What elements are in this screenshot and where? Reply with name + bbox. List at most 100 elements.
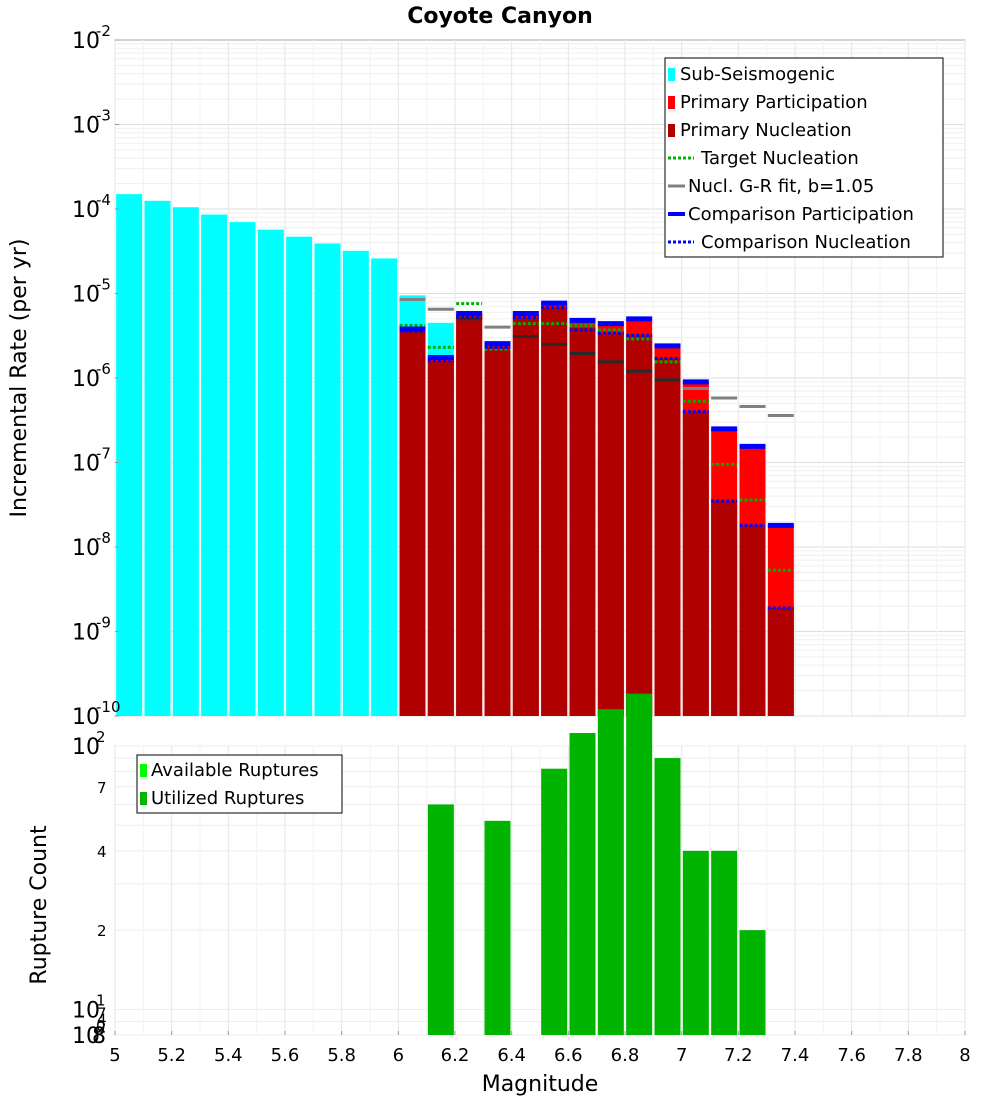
y-tick-label: 10 xyxy=(72,536,100,561)
utilized-ruptures-bar xyxy=(427,804,454,1035)
sub-seismogenic-bar xyxy=(229,222,256,716)
y-tick-exponent: 2 xyxy=(96,728,106,746)
legend-label: Sub-Seismogenic xyxy=(680,64,835,85)
y-tick-exponent: -7 xyxy=(96,445,111,463)
legend-label: Nucl. G-R fit, b=1.05 xyxy=(688,176,874,197)
y-tick-label: 10 xyxy=(72,29,100,54)
sub-seismogenic-bar xyxy=(116,194,143,716)
sub-seismogenic-bar xyxy=(257,229,284,716)
sub-seismogenic-bar xyxy=(342,250,369,716)
x-tick-label: 5.2 xyxy=(157,1045,186,1066)
sub-seismogenic-bar xyxy=(201,214,228,716)
y-tick-label: 10 xyxy=(72,283,100,308)
rate-panel: 10-210-310-410-510-610-710-810-910-10 In… xyxy=(7,22,966,730)
x-tick-label: 7 xyxy=(676,1045,687,1066)
y-tick-exponent: -4 xyxy=(96,191,111,209)
legend-swatch xyxy=(668,96,675,109)
x-tick-label: 6.6 xyxy=(554,1045,583,1066)
sub-seismogenic-bar xyxy=(314,243,341,716)
y-tick-exponent: -3 xyxy=(96,107,111,125)
x-tick-label: 6 xyxy=(393,1045,404,1066)
primary-nucleation-bar xyxy=(541,307,568,716)
primary-nucleation-bar xyxy=(484,347,511,716)
y-tick-label: 10 xyxy=(72,1024,100,1049)
bottom-legend: Available Ruptures Utilized Ruptures xyxy=(136,754,343,814)
primary-nucleation-bar xyxy=(682,411,709,716)
y-tick-exponent: 0 xyxy=(96,1017,106,1035)
primary-nucleation-bar xyxy=(399,330,426,716)
y-tick-label: 10 xyxy=(72,114,100,139)
x-tick-label: 5.8 xyxy=(327,1045,356,1066)
y-minor-label: 7 xyxy=(97,1005,107,1023)
y-tick-label: 10 xyxy=(72,705,100,730)
x-tick-label: 5 xyxy=(109,1045,120,1066)
y-minor-label: 8 xyxy=(92,1024,106,1049)
sub-seismogenic-bar xyxy=(371,258,398,716)
y-minor-label: 7 xyxy=(97,779,107,797)
utilized-ruptures-bar xyxy=(626,693,653,1035)
sub-seismogenic-bar xyxy=(286,236,313,716)
legend-swatch xyxy=(668,68,675,81)
y-tick-label: 10 xyxy=(72,735,100,760)
primary-nucleation-bar xyxy=(711,501,738,716)
legend-label: Comparison Nucleation xyxy=(701,232,911,253)
y-tick-exponent: -9 xyxy=(96,614,111,632)
x-tick-label: 7.4 xyxy=(781,1045,810,1066)
utilized-ruptures-bar xyxy=(569,733,596,1035)
y-tick-label: 10 xyxy=(72,621,100,646)
legend-swatch xyxy=(668,124,675,137)
y-minor-label: 4 xyxy=(97,843,107,861)
utilized-ruptures-bar xyxy=(541,768,568,1035)
legend-label: Utilized Ruptures xyxy=(151,788,304,809)
sub-seismogenic-bar xyxy=(172,207,199,716)
x-tick-label: 6.4 xyxy=(497,1045,526,1066)
y-tick-label: 10 xyxy=(72,452,100,477)
primary-nucleation-bar xyxy=(739,525,766,716)
top-legend: Sub-Seismogenic Primary Participation Prim… xyxy=(664,57,944,258)
y-minor-label: 2 xyxy=(97,1018,107,1036)
legend-swatch xyxy=(140,792,147,805)
y-tick-exponent: 1 xyxy=(96,991,106,1009)
primary-nucleation-bar xyxy=(427,360,454,716)
utilized-ruptures-bar xyxy=(597,709,624,1035)
y-minor-label: 2 xyxy=(97,922,107,940)
x-tick-label: 5.4 xyxy=(214,1045,243,1066)
x-tick-label: 7.8 xyxy=(894,1045,923,1066)
primary-nucleation-bar xyxy=(569,328,596,716)
utilized-ruptures-bar xyxy=(484,820,511,1035)
x-tick-label: 7.2 xyxy=(724,1045,753,1066)
y-tick-exponent: -2 xyxy=(96,22,111,40)
top-y-axis-title: Incremental Rate (per yr) xyxy=(7,239,32,518)
y-tick-exponent: -10 xyxy=(96,698,121,716)
y-minor-label: 4 xyxy=(97,1011,107,1029)
bottom-y-axis-title: Rupture Count xyxy=(27,825,52,985)
y-tick-exponent: -6 xyxy=(96,360,111,378)
x-tick-label: 8 xyxy=(959,1045,970,1066)
utilized-ruptures-bar xyxy=(654,758,681,1035)
x-tick-label: 6.2 xyxy=(441,1045,470,1066)
utilized-ruptures-bar xyxy=(682,850,709,1035)
legend-label: Comparison Participation xyxy=(688,204,914,225)
y-tick-label: 10 xyxy=(72,367,100,392)
utilized-ruptures-bar xyxy=(739,930,766,1035)
primary-nucleation-bar xyxy=(597,333,624,716)
utilized-ruptures-bar xyxy=(711,850,738,1035)
x-tick-label: 5.6 xyxy=(271,1045,300,1066)
primary-nucleation-bar xyxy=(512,317,539,716)
primary-nucleation-bar xyxy=(456,316,483,716)
x-tick-label: 6.8 xyxy=(611,1045,640,1066)
sub-seismogenic-bar xyxy=(144,200,171,717)
y-tick-exponent: -5 xyxy=(96,276,111,294)
chart-title: Coyote Canyon xyxy=(407,4,593,29)
x-axis-title: Magnitude xyxy=(482,1072,599,1097)
y-tick-exponent: -8 xyxy=(96,529,111,547)
primary-nucleation-bar xyxy=(767,607,794,716)
y-tick-label: 10 xyxy=(72,998,100,1023)
y-tick-label: 10 xyxy=(72,198,100,223)
legend-label: Available Ruptures xyxy=(151,760,319,781)
legend-label: Primary Nucleation xyxy=(680,120,852,141)
legend-label: Target Nucleation xyxy=(700,148,859,169)
primary-nucleation-bar xyxy=(626,335,653,716)
